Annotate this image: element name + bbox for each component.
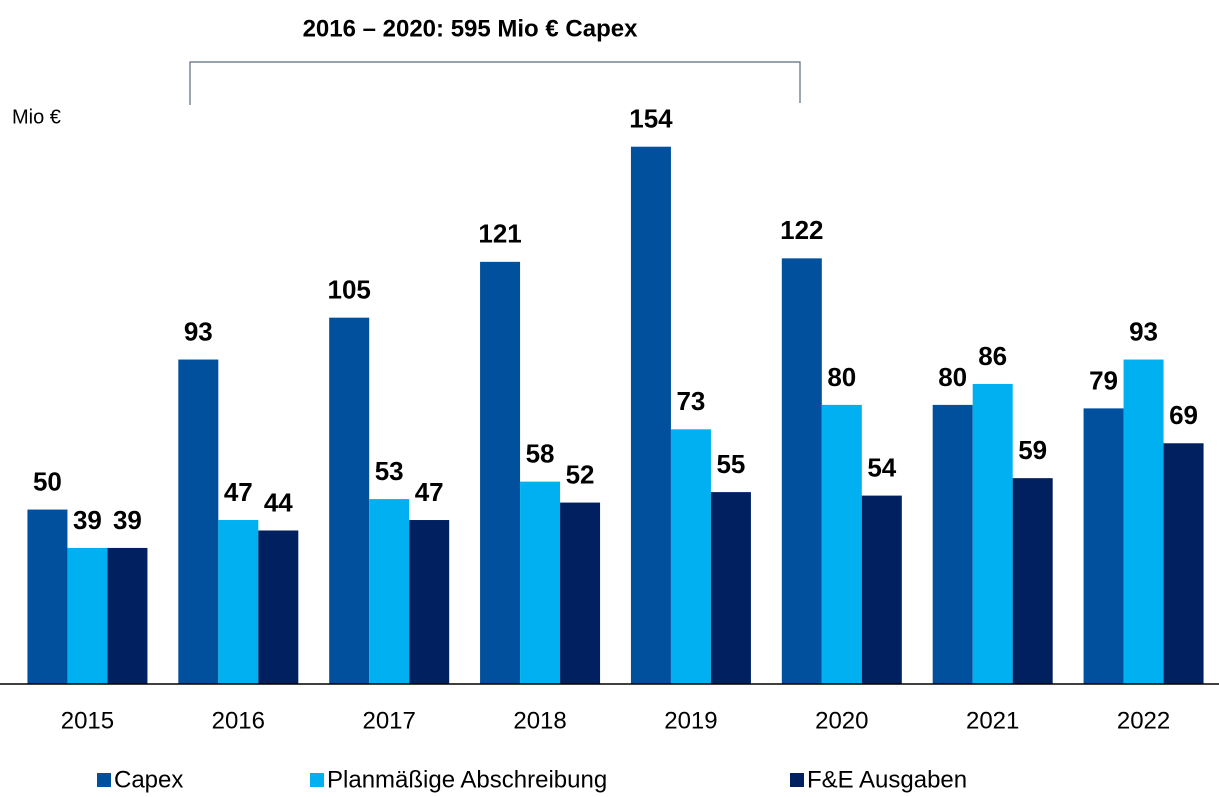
bar xyxy=(178,359,219,684)
value-label: 58 xyxy=(526,439,555,469)
value-label: 52 xyxy=(566,459,595,489)
bar xyxy=(258,530,299,684)
bar xyxy=(932,404,973,684)
bar xyxy=(1083,408,1124,684)
bar xyxy=(369,499,410,684)
value-label: 93 xyxy=(1129,316,1158,346)
bar xyxy=(560,502,601,684)
bar xyxy=(27,509,68,684)
value-label: 59 xyxy=(1018,435,1047,465)
x-tick-label: 2018 xyxy=(513,707,566,734)
value-label: 53 xyxy=(375,456,404,486)
value-label: 73 xyxy=(676,386,705,416)
bar xyxy=(1012,478,1053,684)
value-label: 39 xyxy=(73,505,102,535)
value-label: 50 xyxy=(33,466,62,496)
value-label: 55 xyxy=(716,449,745,479)
value-label: 69 xyxy=(1169,400,1198,430)
bar xyxy=(67,547,108,684)
bar xyxy=(409,520,450,684)
value-label: 54 xyxy=(867,452,896,482)
bracket xyxy=(189,61,801,105)
bar xyxy=(670,429,711,684)
bar xyxy=(480,261,521,684)
value-label: 47 xyxy=(415,477,444,507)
chart-title: 2016 – 2020: 595 Mio € Capex xyxy=(303,15,639,42)
legend-swatch xyxy=(97,773,111,787)
bar xyxy=(710,492,751,684)
legend-swatch xyxy=(310,773,324,787)
value-label: 122 xyxy=(780,215,823,245)
value-label: 79 xyxy=(1089,365,1118,395)
legend-label: F&E Ausgaben xyxy=(807,766,967,793)
y-axis-label: Mio € xyxy=(12,106,61,128)
bar xyxy=(107,547,148,684)
value-label: 47 xyxy=(224,477,253,507)
x-tick-label: 2019 xyxy=(664,707,717,734)
legend-label: Planmäßige Abschreibung xyxy=(327,766,607,793)
bar xyxy=(329,317,370,684)
value-label: 105 xyxy=(327,275,370,305)
bar xyxy=(630,146,671,684)
value-label: 154 xyxy=(629,104,673,134)
value-label: 121 xyxy=(478,219,521,249)
value-label: 80 xyxy=(938,362,967,392)
value-label: 44 xyxy=(264,487,293,517)
bar xyxy=(520,481,561,684)
x-tick-label: 2016 xyxy=(212,707,265,734)
bar xyxy=(821,404,862,684)
value-label: 80 xyxy=(827,362,856,392)
legend-swatch xyxy=(790,773,804,787)
value-label: 86 xyxy=(978,341,1007,371)
x-tick-label: 2022 xyxy=(1117,707,1170,734)
bar xyxy=(861,495,902,684)
value-label: 39 xyxy=(113,505,142,535)
x-tick-label: 2015 xyxy=(61,707,114,734)
x-tick-label: 2020 xyxy=(815,707,868,734)
bar xyxy=(781,258,822,684)
bar xyxy=(972,383,1013,684)
value-label: 93 xyxy=(184,316,213,346)
x-tick-label: 2021 xyxy=(966,707,1019,734)
bar xyxy=(1123,359,1164,684)
legend-label: Capex xyxy=(114,766,183,793)
bar xyxy=(1163,443,1204,684)
x-tick-label: 2017 xyxy=(362,707,415,734)
bar xyxy=(218,520,259,684)
